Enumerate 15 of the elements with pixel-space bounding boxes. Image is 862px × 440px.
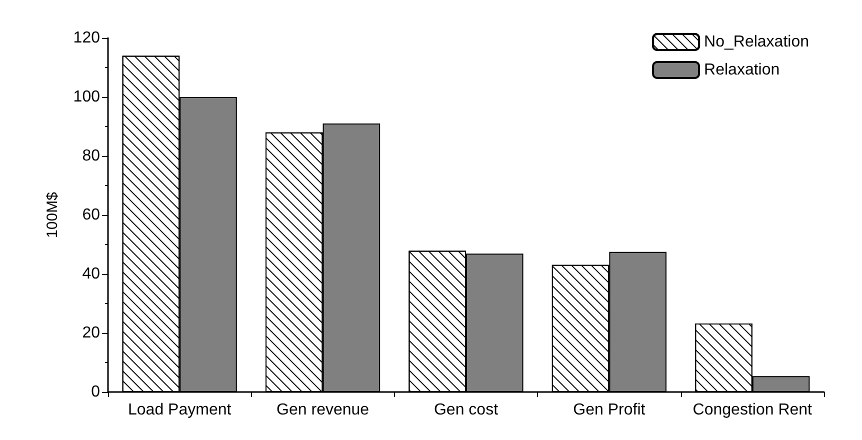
y-tick-label: 100 (73, 88, 100, 106)
legend-label: Relaxation (704, 62, 780, 78)
y-tick-label: 120 (73, 30, 100, 46)
y-tick-label: 20 (82, 324, 100, 342)
y-tick-label: 80 (82, 148, 100, 164)
x-tick-label: Gen cost (434, 402, 499, 418)
y-axis-title: 100M$ (44, 191, 61, 238)
x-tick-label: Gen Profit (573, 402, 646, 418)
x-tick-label: Gen revenue (276, 402, 370, 418)
y-tick-label: 40 (82, 266, 100, 282)
legend-label: No_Relaxation (704, 34, 809, 50)
y-tick-label: 60 (82, 206, 100, 224)
x-tick-label: Load Payment (128, 402, 232, 418)
y-tick-label: 0 (91, 384, 100, 400)
x-tick-label: Congestion Rent (692, 402, 813, 418)
